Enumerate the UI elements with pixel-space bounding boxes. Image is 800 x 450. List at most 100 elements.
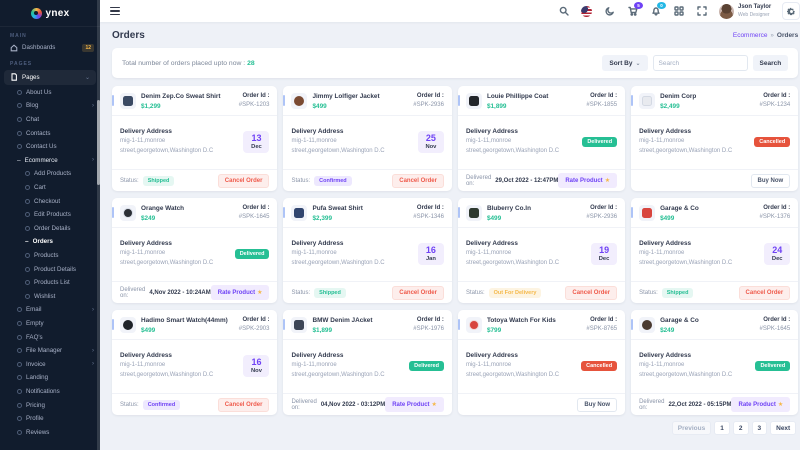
- sidebar-item-edit-products[interactable]: Edit Products: [0, 208, 100, 222]
- chevron-right-icon: ›: [92, 347, 94, 354]
- pagination-page-1[interactable]: 1: [714, 421, 730, 435]
- sort-by-button[interactable]: Sort By ⌄: [602, 55, 648, 71]
- order-id-label: Order Id :: [763, 317, 791, 323]
- sidebar-item-email[interactable]: Email ›: [0, 303, 100, 317]
- product-title: Garage & Co: [660, 205, 699, 212]
- order-card: BMW Denim JAcket $1,899 Order Id : #SPK-19…: [283, 310, 452, 415]
- address-line: mig-1-11,monroe: [291, 250, 337, 257]
- breadcrumb-ecommerce[interactable]: Ecommerce: [732, 32, 768, 39]
- sidebar-item-orders[interactable]: – Orders: [25, 238, 53, 246]
- sidebar-item-landing[interactable]: Landing: [0, 371, 100, 385]
- dash-icon: –: [17, 156, 21, 164]
- order-id-label: Order Id :: [242, 205, 270, 211]
- sidebar-item-products[interactable]: Products: [0, 249, 100, 263]
- order-id-label: Order Id :: [416, 93, 444, 99]
- search-icon[interactable]: [558, 5, 570, 17]
- pagination-next[interactable]: Next: [770, 421, 797, 435]
- bullet-icon: [17, 402, 22, 408]
- sidebar-item-invoice[interactable]: Invoice ›: [0, 357, 100, 371]
- rate-product-button[interactable]: Rate Product ★: [558, 173, 618, 188]
- card-accent: [112, 95, 114, 106]
- sidebar-item-dashboards[interactable]: Dashboards 12: [0, 41, 100, 55]
- pagination-page-3[interactable]: 3: [751, 421, 768, 435]
- product-title: Pufa Sweat Shirt: [312, 205, 363, 212]
- order-id-label: Order Id :: [416, 317, 444, 323]
- cancel-order-button[interactable]: Cancel Order: [392, 173, 444, 188]
- delivery-address-label: Delivery Address: [120, 352, 172, 360]
- sidebar-item-wishlist[interactable]: Wishlist: [0, 290, 100, 304]
- sidebar-item-add-products[interactable]: Add Products: [0, 167, 100, 181]
- rate-product-button[interactable]: Rate Product ★: [210, 285, 270, 300]
- order-id-value: #SPK-8765: [586, 325, 618, 332]
- order-id-label: Order Id :: [416, 205, 444, 211]
- cancel-order-button[interactable]: Cancel Order: [217, 397, 270, 412]
- rate-product-button[interactable]: Rate Product ★: [731, 397, 791, 412]
- order-id-value: #SPK-1203: [238, 101, 270, 108]
- buy-now-button[interactable]: Buy Now: [750, 173, 791, 188]
- top-navbar: 5 0 Json Taylor Web Designer: [100, 0, 800, 22]
- sidebar-scrollbar-thumb[interactable]: [97, 100, 100, 185]
- product-image: [465, 93, 482, 109]
- sidebar-item-contacts[interactable]: Contacts: [0, 126, 100, 140]
- rate-product-button[interactable]: Rate Product ★: [385, 397, 444, 412]
- sidebar-item-products-list[interactable]: Products List: [0, 276, 100, 290]
- search-button[interactable]: Search: [752, 55, 789, 71]
- cancelled-badge: Cancelled: [581, 361, 618, 372]
- cancel-order-button[interactable]: Cancel Order: [392, 285, 444, 300]
- cancel-order-button[interactable]: Cancel Order: [217, 173, 270, 188]
- sidebar-item-order-details[interactable]: Order Details: [0, 222, 100, 236]
- fullscreen-icon[interactable]: [696, 5, 708, 17]
- sidebar-item-notifications[interactable]: Notifications: [0, 385, 100, 399]
- sidebar-item-contact-us[interactable]: Contact Us: [0, 140, 100, 154]
- address-line: street,georgetown,Washington D.C: [465, 371, 560, 378]
- dark-mode-moon-icon[interactable]: [604, 5, 616, 17]
- sidebar-item-reviews[interactable]: Reviews: [0, 425, 100, 439]
- menu-toggle-icon[interactable]: [110, 6, 120, 16]
- sidebar-item-pages[interactable]: Pages ⌄: [4, 69, 96, 85]
- delivery-address-label: Delivery Address: [120, 240, 172, 248]
- pagination-page-2[interactable]: 2: [732, 421, 749, 435]
- sidebar-scrollbar[interactable]: [97, 0, 100, 450]
- sidebar-item-product-details[interactable]: Product Details: [0, 262, 100, 276]
- sidebar-item-chat[interactable]: Chat: [0, 113, 100, 127]
- sidebar-item-checkout[interactable]: Checkout: [0, 194, 100, 208]
- card-accent: [283, 95, 286, 106]
- notifications-bell-icon[interactable]: 0: [650, 2, 666, 17]
- sidebar-item-cart[interactable]: Cart: [0, 181, 100, 195]
- sidebar-item-file-manager[interactable]: File Manager ›: [0, 344, 100, 358]
- address-line: street,georgetown,Washington D.C: [120, 147, 214, 154]
- brand-logo[interactable]: ynex: [0, 0, 100, 27]
- sidebar-item-faqs[interactable]: FAQ's: [0, 330, 100, 344]
- pages-icon: [11, 73, 17, 81]
- sidebar-item-ecommerce[interactable]: – Ecommerce ›: [17, 156, 94, 164]
- delivery-address-label: Delivery Address: [465, 128, 518, 136]
- sidebar-item-pricing[interactable]: Pricing: [0, 398, 100, 412]
- sidebar-item-about-us[interactable]: About Us: [0, 86, 100, 100]
- apps-grid-icon[interactable]: [673, 5, 685, 17]
- address-line: mig-1-11,monroe: [291, 138, 337, 145]
- user-menu[interactable]: Json Taylor Web Designer: [718, 3, 771, 19]
- product-image: [639, 205, 656, 221]
- address-line: mig-1-11,monroe: [639, 362, 685, 369]
- sidebar-item-blog[interactable]: Blog ›: [0, 99, 100, 113]
- cart-icon[interactable]: 5: [627, 2, 643, 17]
- buy-now-button[interactable]: Buy Now: [577, 397, 618, 412]
- bullet-icon: [25, 198, 30, 204]
- language-flag-icon[interactable]: [581, 5, 593, 17]
- dash-icon: –: [25, 238, 29, 246]
- cancel-order-button[interactable]: Cancel Order: [565, 285, 618, 300]
- address-line: street,georgetown,Washington D.C: [291, 147, 385, 154]
- search-input[interactable]: [652, 55, 748, 71]
- bullet-icon: [17, 307, 22, 313]
- address-line: mig-1-11,monroe: [465, 138, 512, 145]
- settings-gear-icon[interactable]: [782, 2, 800, 20]
- sidebar-item-empty[interactable]: Empty: [0, 317, 100, 331]
- sidebar-section-main: MAIN: [10, 33, 27, 39]
- status-badge: Shipped: [142, 175, 175, 186]
- cancel-order-button[interactable]: Cancel Order: [738, 285, 791, 300]
- dashboards-count-badge: 12: [82, 43, 94, 52]
- pagination-previous[interactable]: Previous: [671, 421, 712, 435]
- sidebar-item-profile[interactable]: Profile: [0, 412, 100, 426]
- address-line: mig-1-11,monroe: [639, 138, 685, 145]
- product-image: [120, 93, 136, 109]
